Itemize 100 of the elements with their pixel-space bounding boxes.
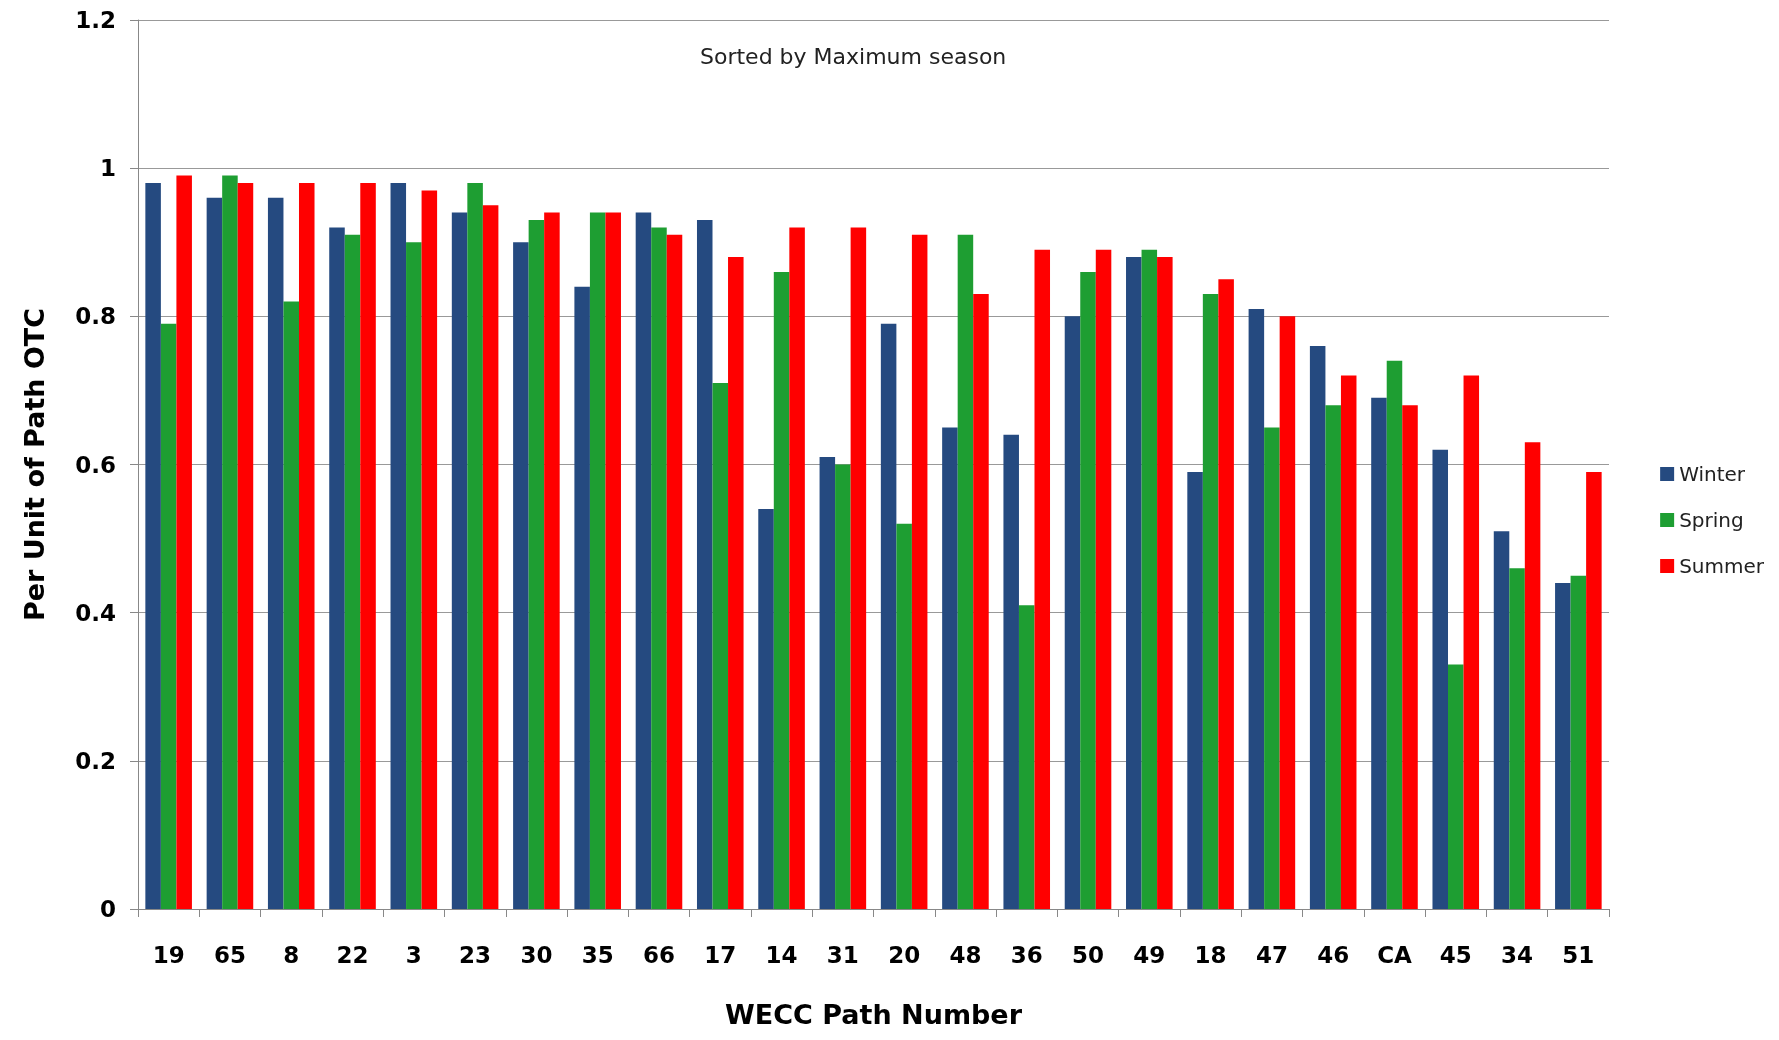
bar: [267, 197, 284, 909]
bar: [390, 182, 407, 909]
bar: [712, 383, 729, 909]
y-tick-label: 1: [99, 155, 116, 182]
bar: [222, 175, 238, 909]
x-tick-label: 31: [826, 941, 859, 968]
x-tick-label: 30: [520, 941, 553, 968]
y-tick-label: 0.4: [75, 599, 116, 626]
bar: [451, 212, 468, 909]
annotation: Sorted by Maximum season: [700, 43, 1007, 69]
x-tick-label: 23: [459, 941, 492, 968]
bar: [1187, 471, 1203, 909]
bar: [589, 212, 606, 909]
bar: [1064, 316, 1081, 909]
x-tick-label: 35: [581, 941, 614, 968]
x-tick-label: 14: [765, 941, 798, 968]
bar: [1402, 405, 1418, 909]
bar: [1034, 249, 1051, 909]
x-tick-label: 48: [949, 941, 982, 968]
bar: [1141, 249, 1158, 909]
bar: [850, 227, 867, 909]
bar: [1509, 568, 1525, 909]
bar: [1309, 345, 1326, 909]
x-tick-label: 3: [405, 941, 422, 968]
x-tick-label: 34: [1501, 941, 1534, 968]
x-tick-label: 65: [213, 941, 246, 968]
bar: [1448, 664, 1464, 909]
bar: [574, 286, 590, 909]
bar: [513, 242, 529, 909]
bar: [406, 242, 422, 909]
bar: [1555, 583, 1571, 909]
x-axis-title: WECC Path Number: [725, 999, 1023, 1030]
bar: [1340, 375, 1357, 909]
bar: [635, 212, 652, 909]
bar: [651, 227, 667, 909]
x-tick-label: CA: [1377, 941, 1413, 968]
bar: [1524, 442, 1541, 909]
bar: [206, 197, 223, 909]
x-tick-label: 18: [1194, 941, 1227, 968]
bar: [1248, 308, 1265, 909]
bar: [1570, 575, 1587, 909]
x-tick-label: 17: [704, 941, 737, 968]
bar: [1157, 257, 1173, 909]
x-tick-label: 36: [1010, 941, 1043, 968]
bar: [421, 190, 438, 909]
bar: [145, 182, 161, 909]
x-tick-label: 47: [1255, 941, 1288, 968]
bar: [758, 508, 774, 909]
bar: [482, 205, 499, 909]
bar: [1126, 257, 1142, 909]
y-axis-title: Per Unit of Path OTC: [19, 307, 50, 622]
bar: [896, 523, 912, 909]
y-tick-label: 0: [99, 896, 116, 922]
y-tick-label: 1.2: [75, 7, 116, 33]
bar: [360, 182, 376, 909]
x-tick-label: 19: [152, 941, 185, 968]
bar: [1463, 375, 1480, 909]
bar: [176, 175, 192, 909]
bar: [160, 323, 177, 909]
x-tick-label: 49: [1133, 941, 1166, 968]
bar: [283, 301, 299, 909]
bar: [1493, 531, 1510, 909]
y-tick-label: 0.8: [75, 303, 116, 330]
bar: [911, 234, 928, 909]
y-tick-label: 0.2: [75, 747, 116, 774]
x-tick-label: 20: [888, 941, 921, 968]
bar: [467, 182, 483, 909]
bar: [329, 227, 345, 909]
x-tick-label: 8: [283, 941, 300, 968]
bar: [696, 220, 713, 909]
bar: [544, 212, 560, 909]
legend-label: Spring: [1679, 508, 1744, 532]
bar: [973, 294, 989, 909]
x-tick-label: 46: [1317, 941, 1350, 968]
bar: [528, 220, 545, 909]
bar: [1325, 405, 1341, 909]
x-tick-label: 50: [1072, 941, 1105, 968]
bar: [1371, 397, 1387, 909]
bar: [237, 182, 254, 909]
bar: [1586, 471, 1602, 909]
bar: [773, 271, 790, 909]
y-tick-label: 0.6: [75, 451, 116, 478]
bar: [1202, 294, 1219, 909]
bar: [942, 427, 958, 909]
bar: [298, 182, 315, 909]
bar: [1264, 427, 1280, 909]
x-tick-label: 66: [642, 941, 675, 968]
bar: [1003, 434, 1019, 909]
bar: [880, 323, 897, 909]
bar: [1018, 605, 1035, 909]
bar: [1095, 249, 1112, 909]
x-tick-label: 45: [1439, 941, 1472, 968]
bar: [1080, 271, 1096, 909]
bar: [728, 257, 744, 909]
legend-label: Winter: [1679, 462, 1746, 486]
bar: [957, 234, 974, 909]
bar: [1432, 449, 1449, 909]
x-tick-label: 51: [1562, 941, 1595, 968]
bar: [835, 464, 851, 909]
x-tick-label: 22: [336, 941, 369, 968]
